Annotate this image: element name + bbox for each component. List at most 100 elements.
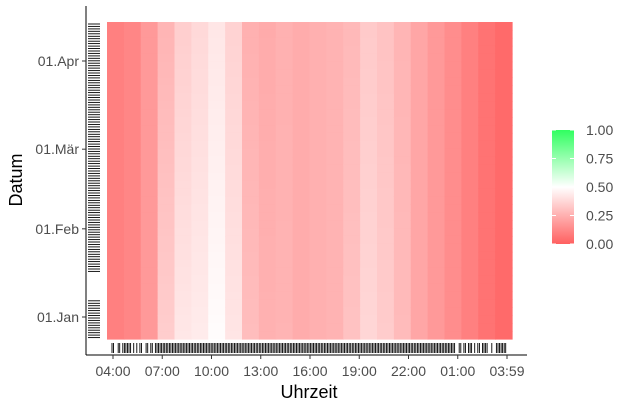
heat-cell — [292, 140, 311, 150]
heat-cell — [208, 164, 226, 174]
heat-cell — [242, 61, 260, 71]
legend-label: 0.00 — [586, 236, 613, 252]
heat-cell — [360, 61, 378, 71]
heat-cell — [107, 37, 125, 47]
heat-cell — [343, 180, 361, 190]
heat-cell — [343, 283, 361, 293]
heat-cell — [258, 315, 277, 324]
heat-cell — [140, 53, 159, 63]
heat-cell — [107, 77, 125, 86]
legend-label: 0.50 — [586, 179, 613, 195]
heat-cell — [495, 212, 513, 221]
heat-cell — [427, 132, 446, 142]
heat-cell — [410, 220, 429, 229]
heat-cell — [225, 259, 243, 269]
heat-cell — [140, 77, 159, 86]
heat-cell — [225, 315, 243, 324]
heat-cell — [377, 188, 395, 197]
heat-cell — [292, 22, 311, 31]
heat-cell — [326, 77, 344, 86]
heat-cell — [275, 61, 294, 71]
y-tick-label: 01.Jan — [37, 309, 79, 325]
heat-cell — [242, 251, 260, 261]
heat-cell — [478, 29, 496, 39]
heat-cell — [140, 45, 159, 55]
heat-cell — [208, 77, 226, 86]
heat-cell — [377, 172, 395, 182]
heat-cell — [140, 85, 159, 94]
heat-cell — [225, 235, 243, 245]
heat-cell — [174, 164, 192, 174]
heat-cell — [410, 307, 429, 316]
heat-cell — [174, 212, 192, 221]
heat-cell — [461, 291, 479, 300]
heat-cell — [495, 85, 513, 94]
heat-cell — [393, 109, 412, 118]
heat-cell — [157, 331, 176, 340]
heat-cell — [208, 180, 226, 190]
heat-cell — [292, 259, 311, 269]
heat-cell — [275, 259, 294, 269]
heat-cell — [309, 117, 327, 126]
heat-cell — [326, 323, 344, 332]
heat-cell — [393, 251, 412, 261]
heat-cell — [410, 53, 429, 63]
heat-cell — [377, 61, 395, 71]
heat-cell — [360, 243, 378, 253]
heat-cell — [478, 251, 496, 261]
heat-cell — [258, 37, 277, 47]
heat-cell — [343, 93, 361, 102]
heat-cell — [174, 235, 192, 245]
heat-cell — [343, 37, 361, 47]
heat-cell — [377, 323, 395, 332]
heat-cell — [123, 140, 142, 150]
heat-cell — [461, 323, 479, 332]
heat-cell — [191, 275, 209, 285]
heat-cell — [377, 267, 395, 277]
heat-cell — [242, 204, 260, 213]
heat-cell — [107, 53, 125, 63]
heat-cell — [242, 315, 260, 324]
heat-cell — [208, 243, 226, 253]
heat-cell — [157, 85, 176, 94]
heat-cell — [225, 267, 243, 277]
heat-cell — [275, 172, 294, 182]
heat-cell — [140, 315, 159, 324]
heat-cell — [208, 291, 226, 300]
heat-cell — [377, 93, 395, 102]
heat-cell — [427, 251, 446, 261]
heat-cell — [495, 299, 513, 308]
heat-cell — [444, 323, 462, 332]
heat-cell — [292, 212, 311, 221]
heat-cell — [427, 315, 446, 324]
heat-cell — [107, 291, 125, 300]
heat-cell — [107, 117, 125, 126]
heat-cell — [360, 275, 378, 285]
heat-cell — [360, 37, 378, 47]
heat-cell — [360, 283, 378, 293]
heat-cell — [225, 22, 243, 31]
heat-cell — [157, 235, 176, 245]
heat-cell — [343, 148, 361, 158]
heat-cell — [225, 204, 243, 213]
heat-cell — [258, 69, 277, 79]
heat-cell — [377, 251, 395, 261]
heat-cell — [461, 243, 479, 253]
legend-label: 0.75 — [586, 151, 613, 167]
heat-cell — [343, 315, 361, 324]
heat-cell — [360, 196, 378, 205]
heat-cell — [343, 109, 361, 118]
heat-cell — [174, 77, 192, 86]
heat-cell — [427, 37, 446, 47]
x-tick-label: 07:00 — [145, 363, 180, 379]
heat-cell — [123, 204, 142, 213]
heat-cell — [107, 275, 125, 285]
y-tick-label: 01.Feb — [35, 221, 79, 237]
y-tick-label: 01.Apr — [38, 53, 80, 69]
heat-cell — [444, 267, 462, 277]
heat-cell — [343, 291, 361, 300]
heat-cell — [393, 315, 412, 324]
heat-cell — [444, 85, 462, 94]
heat-cell — [174, 85, 192, 94]
heat-cell — [478, 140, 496, 150]
